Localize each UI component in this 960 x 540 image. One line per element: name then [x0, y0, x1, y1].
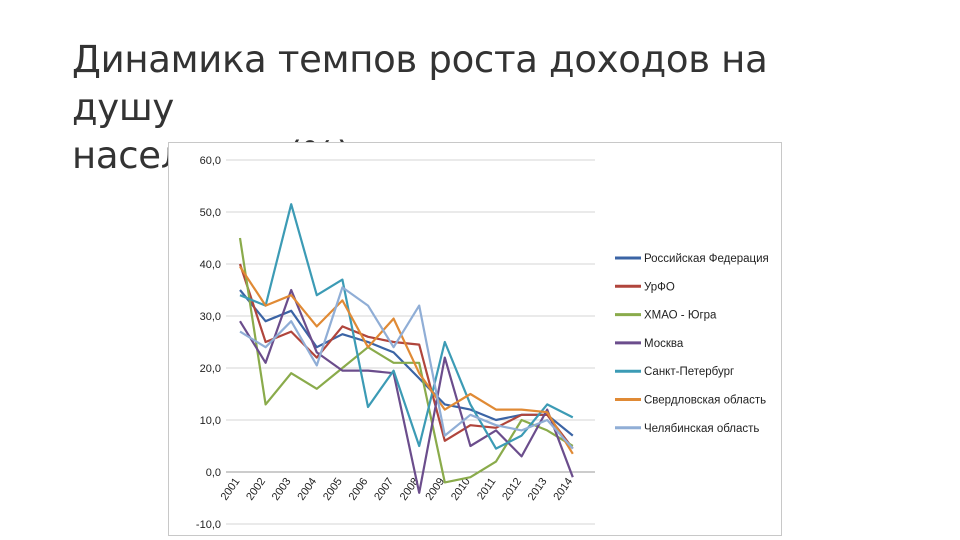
x-tick-label: 2013 [526, 476, 550, 503]
legend-label: Свердловская область [644, 395, 766, 407]
legend-label: Санкт-Петербург [644, 366, 734, 378]
y-tick-label: 30,0 [200, 311, 221, 323]
x-tick-label: 2014 [551, 476, 575, 503]
legend-label: ХМАО - Югра [644, 310, 717, 322]
x-tick-label: 2005 [321, 476, 345, 503]
slide-title-line1: Динамика темпов роста доходов на душу [72, 38, 768, 129]
y-tick-label: 40,0 [200, 259, 221, 271]
y-tick-label: 50,0 [200, 207, 221, 219]
y-tick-label: 0,0 [206, 467, 221, 479]
legend-label: Челябинская область [644, 423, 759, 435]
x-tick-label: 2012 [500, 476, 524, 503]
line-chart: -10,0 0,0 10,0 20,0 30,0 40,0 50,0 60,0 2001 2002… [196, 155, 769, 531]
x-tick-label: 2011 [475, 476, 498, 502]
legend-label: Российская Федерация [644, 253, 769, 265]
legend-label: УрФО [644, 281, 675, 293]
chart-frame: -10,0 0,0 10,0 20,0 30,0 40,0 50,0 60,0 2001 2002… [168, 142, 782, 536]
y-tick-label: 10,0 [200, 415, 221, 427]
series-line [239, 203, 574, 450]
x-tick-label: 2006 [347, 476, 371, 503]
y-tick-label: 20,0 [200, 363, 221, 375]
x-tick-label: 2001 [219, 476, 243, 503]
y-tick-label: -10,0 [196, 519, 221, 531]
x-tick-label: 2002 [244, 476, 268, 503]
x-tick-label: 2007 [372, 476, 396, 503]
series-line [238, 237, 574, 484]
series-line [239, 265, 574, 455]
series-line [238, 263, 574, 450]
x-tick-label: 2003 [270, 476, 294, 503]
series-line [239, 286, 574, 450]
series-line [239, 288, 574, 494]
x-tick-label: 2004 [295, 476, 319, 503]
y-tick-label: 60,0 [200, 155, 221, 167]
series-line [239, 289, 574, 437]
legend-label: Москва [644, 338, 684, 350]
